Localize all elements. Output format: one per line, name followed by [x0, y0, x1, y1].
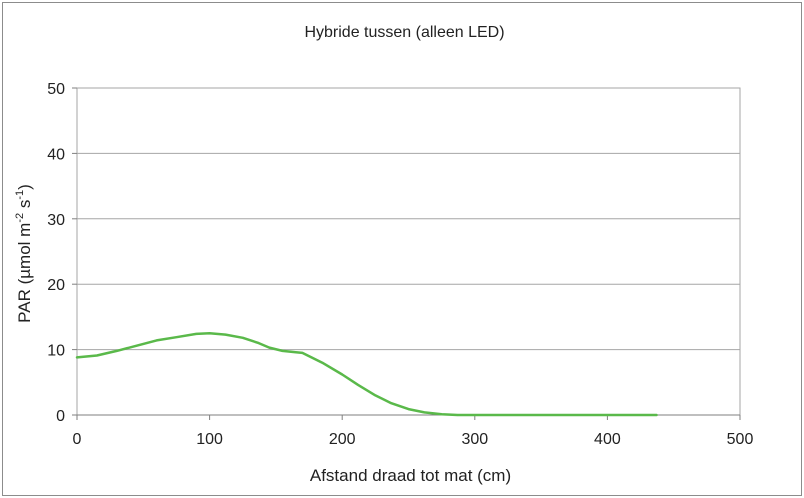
y-axis-label-sup1: -2 [14, 213, 26, 223]
y-axis-label-suffix: ) [15, 184, 34, 190]
y-axis-label-middle: s [15, 200, 34, 213]
x-tick-label: 500 [727, 431, 754, 448]
x-tick-label: 100 [196, 431, 223, 448]
y-tick-label: 30 [47, 212, 65, 229]
plot-border [76, 87, 741, 416]
y-tick-label: 40 [47, 146, 65, 163]
x-tick-label: 0 [73, 431, 82, 448]
series-line [75, 332, 658, 417]
x-tick-label: 200 [329, 431, 356, 448]
y-axis-label: PAR (µmol m-2 s-1) [14, 184, 34, 323]
y-axis-label-prefix: PAR (µmol m [15, 223, 34, 323]
y-tick-label: 50 [47, 81, 65, 98]
x-tick-label: 300 [461, 431, 488, 448]
y-tick-label: 20 [47, 277, 65, 294]
x-axis-label: Afstand draad tot mat (cm) [310, 466, 511, 485]
y-tick-label: 10 [47, 343, 65, 360]
x-tick-label: 400 [594, 431, 621, 448]
chart-title: Hybride tussen (alleen LED) [304, 24, 504, 41]
y-tick-label: 0 [56, 408, 65, 425]
y-axis-label-sup2: -1 [14, 190, 26, 200]
